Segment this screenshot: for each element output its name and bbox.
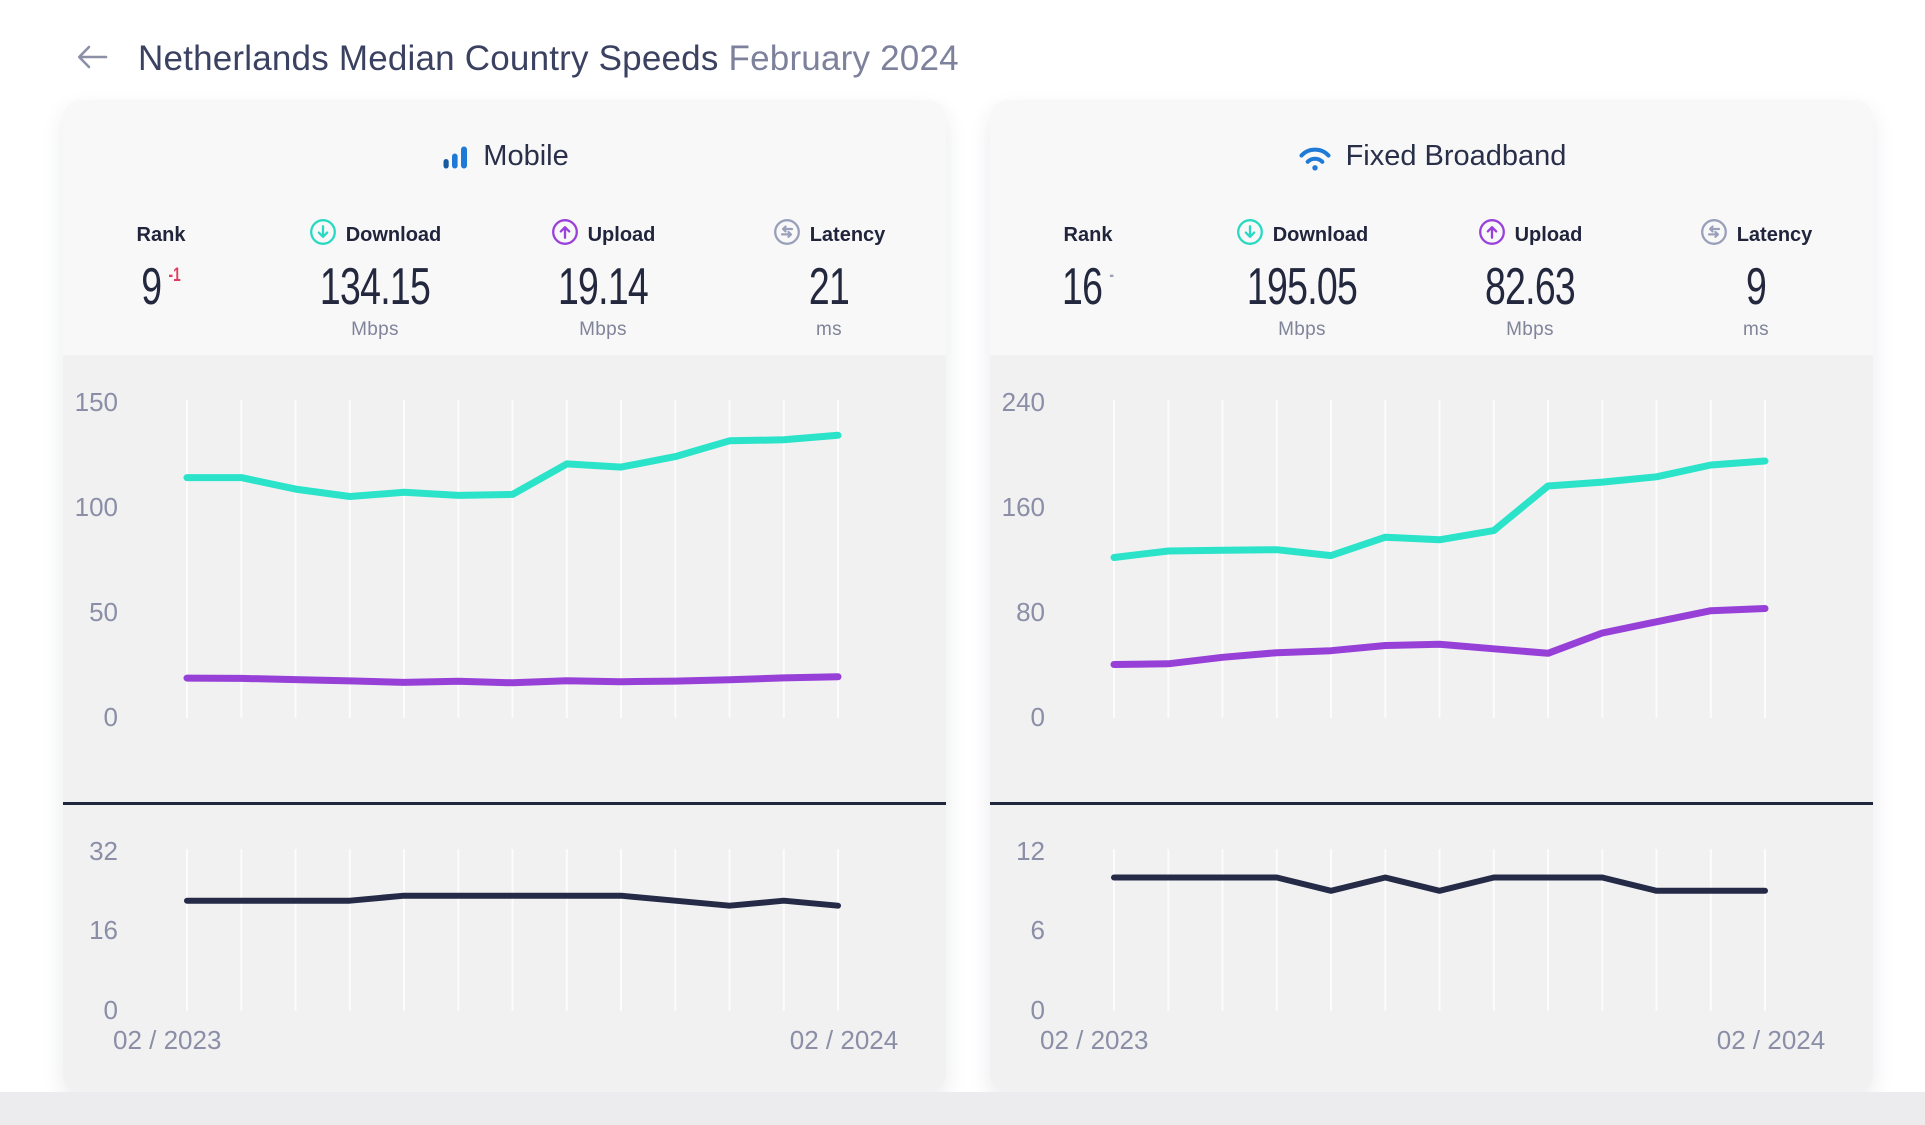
rank-delta-badge: -: [1109, 265, 1114, 286]
wifi-icon: [1297, 142, 1333, 172]
mobile-latency-stat: Latency 21 ms: [699, 218, 946, 341]
fixed-latency-stat: Latency 9 ms: [1626, 218, 1873, 341]
page-bottom-strip: [0, 1092, 1925, 1125]
latency-value: 21: [808, 258, 850, 316]
latency-icon: [773, 218, 801, 252]
rank-delta-badge: -1: [168, 265, 181, 286]
download-icon: [309, 218, 337, 252]
mobile-card: Mobile Rank 9 -1 Download 134.15 Mbps Upl…: [63, 100, 946, 1092]
back-arrow-icon: [72, 41, 112, 78]
mobile-download-stat: Download 134.15 Mbps: [245, 218, 505, 341]
upload-icon: [551, 218, 579, 252]
svg-text:12: 12: [1016, 836, 1045, 866]
upload-icon: [1478, 218, 1506, 252]
svg-text:0: 0: [104, 995, 118, 1025]
upload-label: Upload: [587, 223, 656, 246]
svg-text:32: 32: [89, 836, 118, 866]
page-header: Netherlands Median Country Speeds Februar…: [70, 16, 959, 103]
upload-unit: Mbps: [579, 319, 627, 340]
upload-value: 82.63: [1484, 258, 1576, 316]
svg-text:02 / 2023: 02 / 2023: [113, 1025, 221, 1055]
download-unit: Mbps: [351, 319, 399, 340]
svg-text:160: 160: [1002, 492, 1045, 522]
rank-label: Rank: [1063, 223, 1113, 246]
download-value: 195.05: [1246, 258, 1358, 316]
svg-text:80: 80: [1016, 597, 1045, 627]
svg-text:16: 16: [89, 915, 118, 945]
fixed-stats-row: Rank 16- Download 195.05 Mbps Upload 82.…: [990, 218, 1873, 360]
svg-text:0: 0: [104, 702, 118, 732]
svg-text:240: 240: [1002, 387, 1045, 417]
svg-text:0: 0: [1031, 702, 1045, 732]
svg-text:02 / 2024: 02 / 2024: [790, 1025, 898, 1055]
svg-text:6: 6: [1031, 915, 1045, 945]
mobile-stats-row: Rank 9 -1 Download 134.15 Mbps Upload 19.…: [63, 218, 946, 360]
svg-text:02 / 2023: 02 / 2023: [1040, 1025, 1148, 1055]
fixed-card-title-label: Fixed Broadband: [1345, 140, 1567, 172]
upload-unit: Mbps: [1506, 319, 1554, 340]
fixed-upload-stat: Upload 82.63 Mbps: [1400, 218, 1660, 341]
fixed-download-stat: Download 195.05 Mbps: [1172, 218, 1432, 341]
mobile-signal-bars-icon: [440, 142, 470, 172]
mobile-rank-stat: Rank 9 -1: [63, 220, 291, 317]
fixed-card-title: Fixed Broadband: [990, 140, 1873, 173]
page-title-main: Netherlands Median Country Speeds: [138, 39, 719, 79]
page-title: Netherlands Median Country Speeds Februar…: [138, 39, 959, 79]
upload-value: 19.14: [557, 258, 649, 316]
fixed-broadband-card: Fixed Broadband Rank 16- Download 195.05…: [990, 100, 1873, 1092]
svg-text:150: 150: [75, 387, 118, 417]
download-label: Download: [345, 223, 442, 246]
mobile-upload-stat: Upload 19.14 Mbps: [473, 218, 733, 341]
svg-text:50: 50: [89, 597, 118, 627]
latency-unit: ms: [816, 319, 842, 340]
latency-label: Latency: [809, 223, 886, 246]
download-value: 134.15: [319, 258, 431, 316]
fixed-rank-stat: Rank 16-: [990, 220, 1218, 317]
latency-value: 9: [1745, 258, 1767, 316]
download-label: Download: [1272, 223, 1369, 246]
svg-text:0: 0: [1031, 995, 1045, 1025]
download-unit: Mbps: [1278, 319, 1326, 340]
fixed-chart-divider: [990, 802, 1873, 805]
svg-text:100: 100: [75, 492, 118, 522]
mobile-chart-divider: [63, 802, 946, 805]
rank-value: 9 -1: [141, 258, 181, 316]
latency-icon: [1700, 218, 1728, 252]
page-title-period: February 2024: [728, 39, 959, 79]
back-button[interactable]: [70, 41, 114, 77]
latency-unit: ms: [1743, 319, 1769, 340]
download-icon: [1236, 218, 1264, 252]
latency-label: Latency: [1736, 223, 1813, 246]
svg-text:02 / 2024: 02 / 2024: [1717, 1025, 1825, 1055]
mobile-card-title: Mobile: [63, 140, 946, 173]
upload-label: Upload: [1514, 223, 1583, 246]
rank-value: 16-: [1062, 258, 1114, 316]
rank-label: Rank: [136, 223, 186, 246]
fixed-chart-panel: [990, 355, 1873, 1092]
mobile-card-title-label: Mobile: [483, 140, 569, 172]
